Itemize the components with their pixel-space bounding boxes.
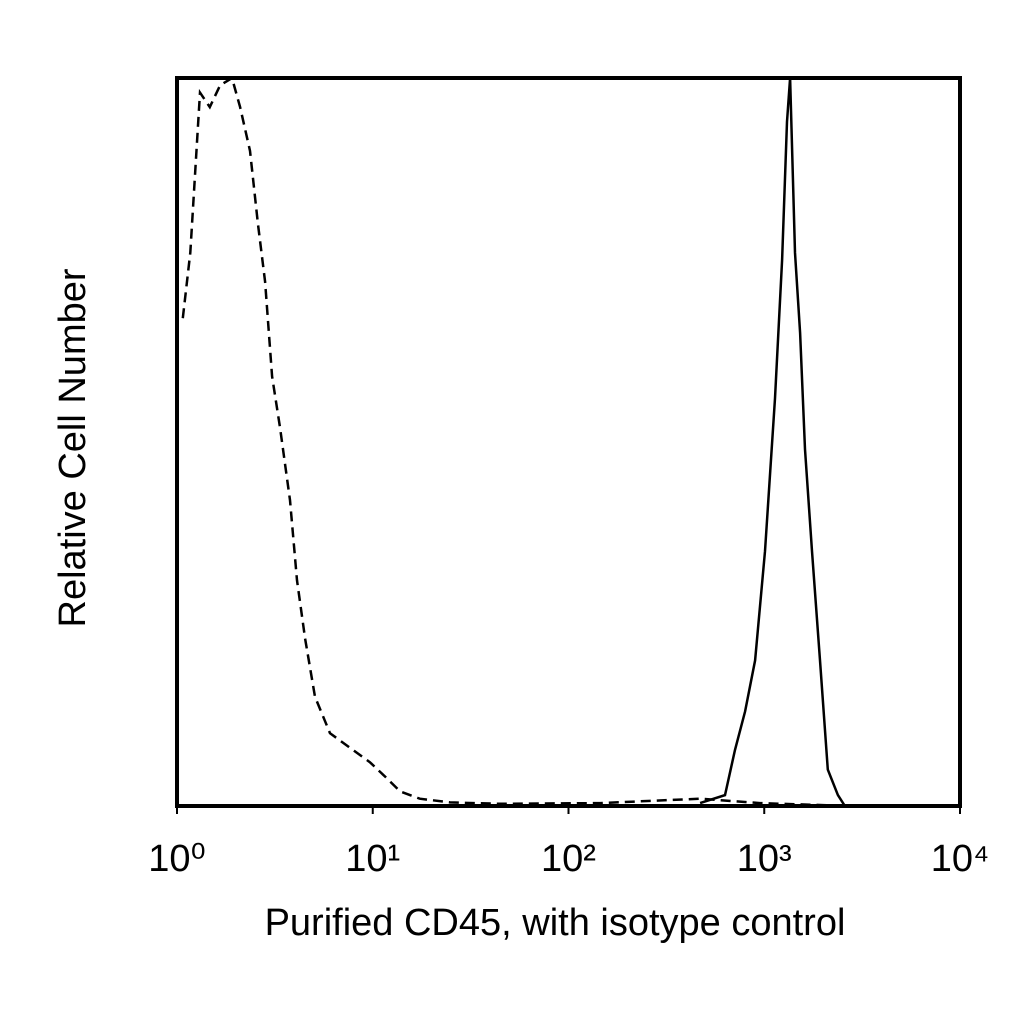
y-axis-label: Relative Cell Number (52, 268, 94, 627)
x-axis-label: Purified CD45, with isotype control (265, 902, 846, 944)
histogram-line (699, 77, 846, 807)
x-tick-label: 10³ (737, 838, 792, 880)
x-tick-label: 10¹ (345, 838, 400, 880)
x-tick-label: 10⁰ (148, 838, 206, 880)
x-tick-label: 10⁴ (931, 838, 990, 880)
plot-frame (175, 76, 962, 808)
histogram-line (181, 76, 850, 808)
x-tick-label: 10² (541, 838, 596, 880)
